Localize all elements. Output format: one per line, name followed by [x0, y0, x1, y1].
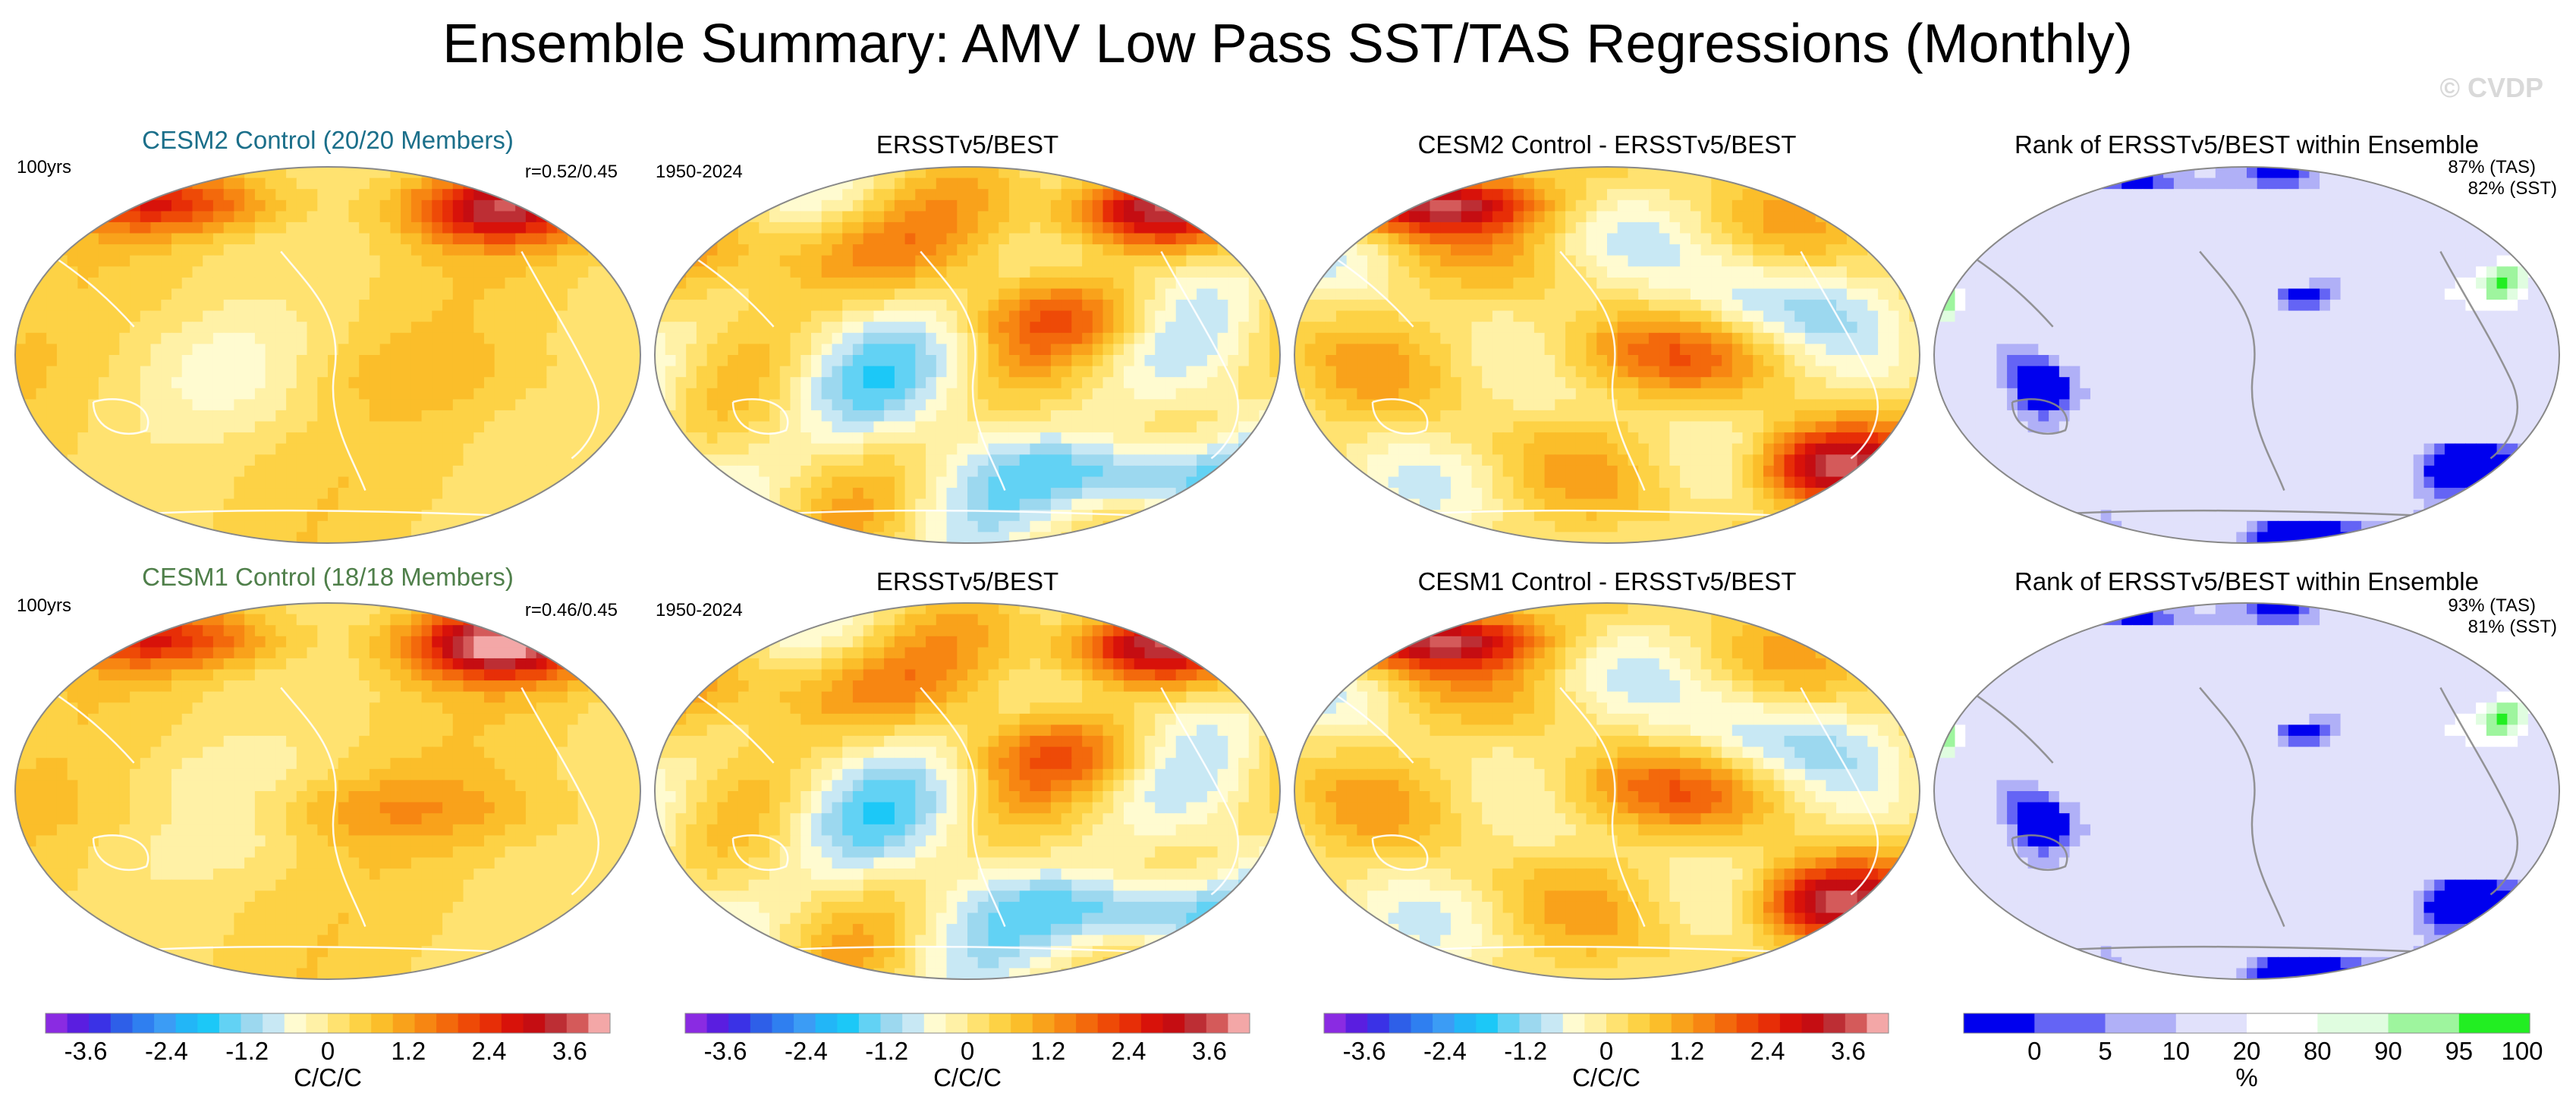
colorbar-unit-label: C/C/C [294, 1063, 362, 1091]
colorbar-tick-label: -2.4 [785, 1037, 828, 1065]
colorbar-rank: 0 5 10 20 80 90 95 100% [1963, 1013, 2543, 1091]
colorbar-tick-label: -3.6 [1343, 1037, 1386, 1065]
colorbar-diff: -3.6 -2.4 -1.2 0 1.2 2.4 3.6 C/C/C [1323, 1013, 1889, 1091]
colorbar-tick-label: 20 [2233, 1037, 2261, 1065]
colorbar-tick-label: -1.2 [1504, 1037, 1547, 1065]
map-diff-row1 [1294, 602, 1920, 980]
obs-period-label: 1950-2024 [656, 600, 743, 620]
diff-panel-title: CESM1 Control - ERSSTv5/BEST [1418, 567, 1797, 595]
colorbar-tick-label: -3.6 [704, 1037, 747, 1065]
row-1: CESM1 Control (18/18 Members) 100yrs r=0… [14, 563, 2560, 980]
colorbar-unit-label: C/C/C [1572, 1063, 1640, 1091]
colorbar-tick-label: 3.6 [1192, 1037, 1227, 1065]
obs-panel-title: ERSSTv5/BEST [876, 130, 1058, 159]
map-model-row1 [14, 602, 641, 980]
map-obs-row1 [654, 602, 1281, 980]
rank-sst-label: 81% (SST) [2468, 617, 2557, 637]
colorbar-tick-label: 2.4 [472, 1037, 507, 1065]
obs-panel-title: ERSSTv5/BEST [876, 567, 1058, 595]
model-period-label: 100yrs [17, 157, 71, 177]
colorbar-tick-label: 0 [321, 1037, 335, 1065]
row-0: CESM2 Control (20/20 Members) 100yrs r=0… [14, 126, 2560, 544]
correlation-label: r=0.46/0.45 [525, 600, 618, 620]
correlation-label: r=0.52/0.45 [525, 162, 618, 182]
colorbar-tick-label: 2.4 [1750, 1037, 1785, 1065]
diff-panel-title: CESM2 Control - ERSSTv5/BEST [1418, 130, 1797, 159]
colorbar-tick-label: 1.2 [391, 1037, 426, 1065]
colorbar-tick-label: 95 [2445, 1037, 2473, 1065]
map-diff-row0 [1294, 166, 1920, 544]
colorbar-tick-label: 5 [2098, 1037, 2112, 1065]
watermark: © CVDP [2439, 72, 2543, 103]
colorbar-tick-label: -1.2 [225, 1037, 269, 1065]
colorbar-tick-label: -1.2 [865, 1037, 908, 1065]
colorbar-model: -3.6 -2.4 -1.2 0 1.2 2.4 3.6 C/C/C [45, 1013, 611, 1091]
colorbar-tick-label: 90 [2374, 1037, 2402, 1065]
model-panel-title: CESM2 Control (20/20 Members) [142, 126, 514, 154]
model-panel-title: CESM1 Control (18/18 Members) [142, 563, 514, 591]
map-obs-row0 [654, 166, 1281, 544]
colorbar-tick-label: -2.4 [1423, 1037, 1467, 1065]
map-rank-row1 [1933, 602, 2560, 980]
rank-sst-label: 82% (SST) [2468, 178, 2557, 199]
colorbar-tick-label: 0 [2027, 1037, 2041, 1065]
rank-tas-label: 87% (TAS) [2448, 157, 2536, 177]
colorbar-tick-label: 0 [1599, 1037, 1613, 1065]
colorbar-tick-label: -2.4 [145, 1037, 188, 1065]
rank-panel-title: Rank of ERSSTv5/BEST within Ensemble [2015, 130, 2479, 159]
rank-tas-label: 93% (TAS) [2448, 595, 2536, 616]
colorbar-tick-label: 0 [961, 1037, 974, 1065]
obs-period-label: 1950-2024 [656, 162, 743, 182]
colorbar-tick-label: 3.6 [1831, 1037, 1866, 1065]
colorbar-unit-label: C/C/C [933, 1063, 1002, 1091]
colorbar-tick-label: 1.2 [1669, 1037, 1704, 1065]
colorbar-tick-label: 3.6 [552, 1037, 587, 1065]
colorbar-tick-label: 10 [2162, 1037, 2190, 1065]
figure-title: Ensemble Summary: AMV Low Pass SST/TAS R… [442, 14, 2132, 74]
colorbar-obs: -3.6 -2.4 -1.2 0 1.2 2.4 3.6 C/C/C [684, 1013, 1250, 1091]
model-period-label: 100yrs [17, 595, 71, 616]
colorbar-tick-label: 2.4 [1112, 1037, 1146, 1065]
colorbar-unit-label: % [2235, 1063, 2257, 1091]
map-rank-row0 [1933, 166, 2560, 544]
map-model-row0 [14, 166, 641, 544]
colorbar-tick-label: 100 [2501, 1037, 2543, 1065]
colorbar-tick-label: 80 [2304, 1037, 2332, 1065]
colorbar-tick-label: -3.6 [64, 1037, 108, 1065]
rank-panel-title: Rank of ERSSTv5/BEST within Ensemble [2015, 567, 2479, 595]
colorbar-tick-label: 1.2 [1030, 1037, 1065, 1065]
